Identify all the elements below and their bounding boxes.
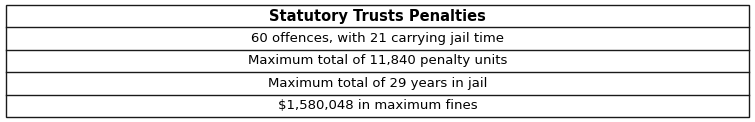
Text: Statutory Trusts Penalties: Statutory Trusts Penalties	[269, 9, 486, 24]
Text: Maximum total of 29 years in jail: Maximum total of 29 years in jail	[268, 77, 487, 90]
Text: Maximum total of 11,840 penalty units: Maximum total of 11,840 penalty units	[248, 55, 507, 67]
Text: $1,580,048 in maximum fines: $1,580,048 in maximum fines	[278, 99, 477, 112]
Text: 60 offences, with 21 carrying jail time: 60 offences, with 21 carrying jail time	[251, 32, 504, 45]
